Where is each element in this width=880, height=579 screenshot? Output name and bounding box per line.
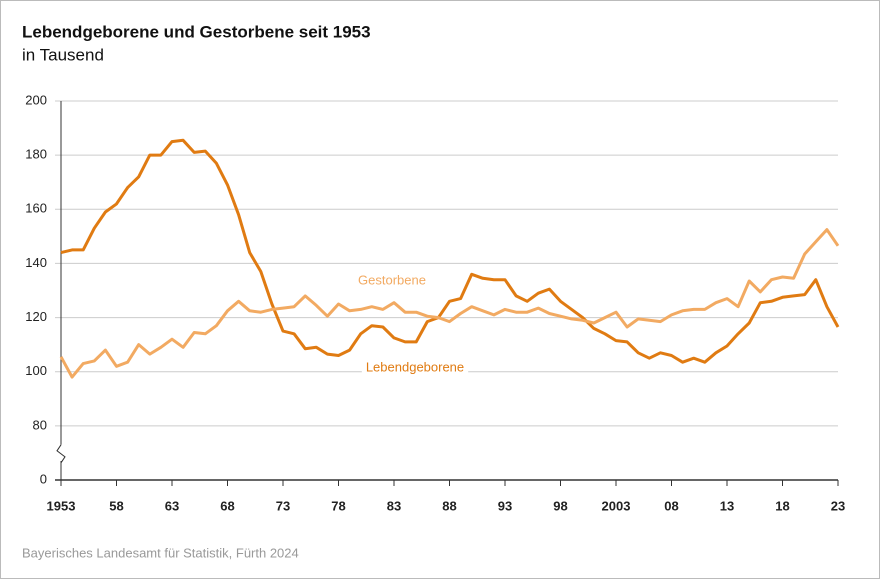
x-tick-label: 2003 <box>602 498 631 513</box>
y-tick-label: 120 <box>25 309 47 324</box>
series-label: Gestorbene <box>358 272 426 287</box>
series-line <box>59 228 840 379</box>
x-tick-label: 08 <box>664 498 678 513</box>
x-tick-label: 98 <box>553 498 567 513</box>
x-tick-label: 13 <box>720 498 734 513</box>
label-bg <box>354 271 430 289</box>
x-tick-label: 58 <box>109 498 123 513</box>
series-label: Lebendgeborene <box>366 359 464 374</box>
chart-subtitle: in Tausend <box>22 45 104 64</box>
y-tick-label: 180 <box>25 147 47 162</box>
x-tick-label: 18 <box>775 498 789 513</box>
source: Bayerisches Landesamt für Statistik, Für… <box>22 545 299 560</box>
y-tick-label: 140 <box>25 255 47 270</box>
x-tick-label: 23 <box>831 498 845 513</box>
y-tick-label: 100 <box>25 363 47 378</box>
x-tick-label: 68 <box>220 498 234 513</box>
x-tick-label: 1953 <box>47 498 76 513</box>
y-tick-label: 80 <box>33 417 47 432</box>
series-line <box>60 138 840 364</box>
y-tick-label: 200 <box>25 92 47 107</box>
x-tick-label: 73 <box>276 498 290 513</box>
y-tick-label: 160 <box>25 201 47 216</box>
x-tick-label: 93 <box>498 498 512 513</box>
chart-title: Lebendgeborene und Gestorbene seit 1953 <box>22 22 371 41</box>
x-tick-label: 88 <box>442 498 456 513</box>
axis-break <box>56 444 66 464</box>
x-tick-label: 83 <box>387 498 401 513</box>
label-bg <box>361 358 469 376</box>
y-tick-label: 0 <box>40 471 47 486</box>
x-tick-label: 63 <box>165 498 179 513</box>
x-tick-label: 78 <box>331 498 345 513</box>
